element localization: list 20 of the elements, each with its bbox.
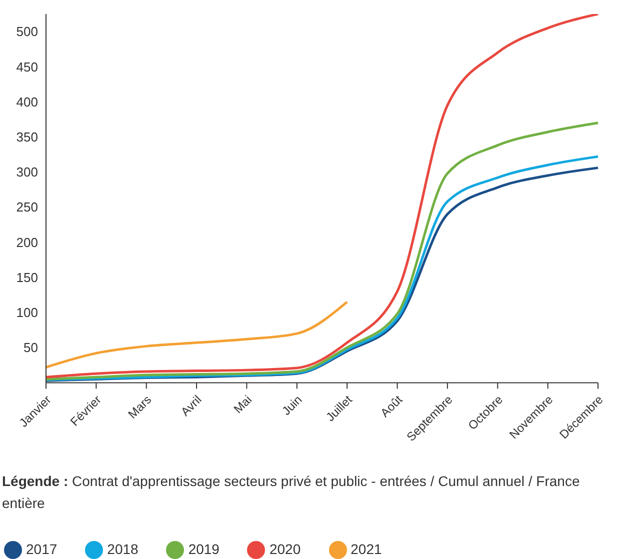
y-tick-label: 50 [24, 340, 38, 356]
legend-label: 2021 [350, 540, 382, 557]
line-series [44, 300, 348, 369]
y-tick-label: 150 [16, 270, 38, 285]
y-tick-label: 400 [16, 94, 38, 110]
x-tick-label: Juin [279, 392, 305, 418]
y-tick-label: 300 [16, 164, 38, 180]
text: Légende : Contrat d'apprentissage secteurs privé et public - entrées / Cumul annuel / France entière [2, 473, 580, 511]
legend-label: 2020 [269, 540, 301, 557]
y-tick-label: 200 [16, 234, 38, 250]
y-tick-label: 100 [16, 305, 38, 320]
y-tick-label: 500 [16, 24, 38, 40]
y-tick-label: 350 [16, 130, 38, 145]
line-series [44, 14, 600, 378]
y-tick-label: 250 [16, 200, 38, 215]
legend-label: 2018 [107, 540, 138, 557]
legend-label: 2019 [188, 540, 220, 557]
y-tick-label: 450 [16, 59, 38, 74]
legend-label: 2017 [26, 540, 58, 557]
x-tick-label: Mai [230, 392, 255, 416]
